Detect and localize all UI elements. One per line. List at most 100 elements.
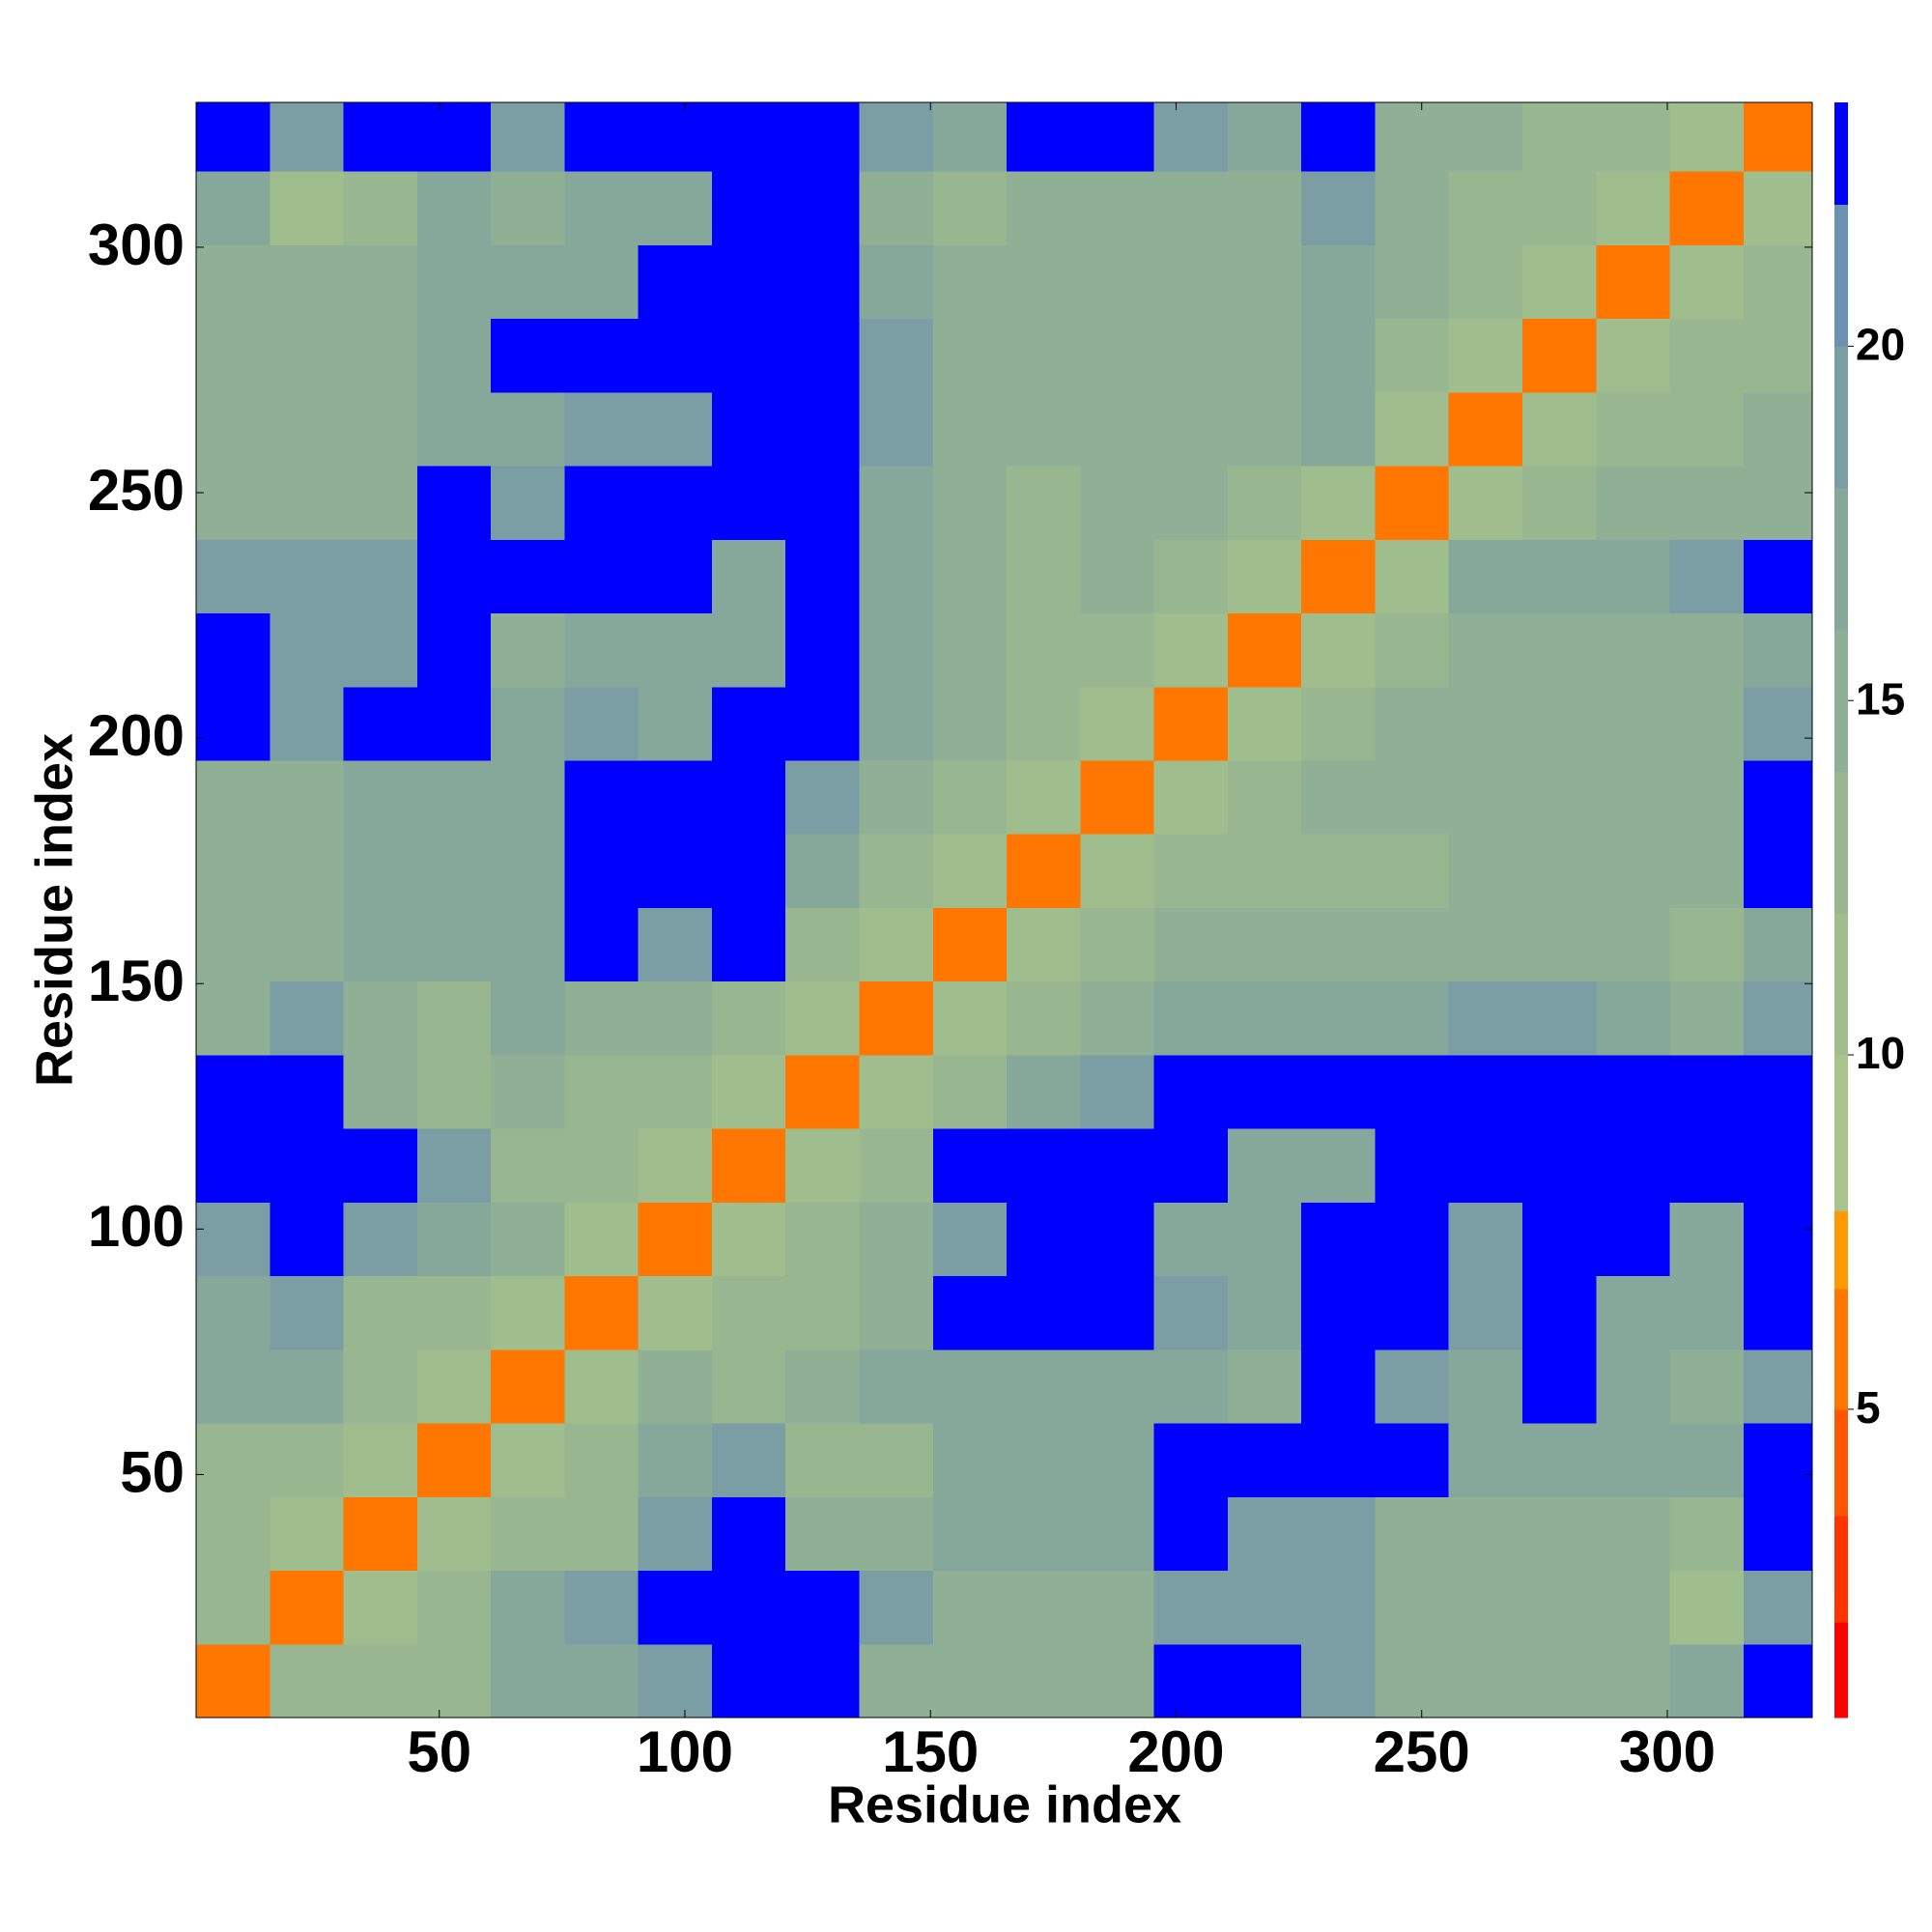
heatmap-cell — [564, 1275, 639, 1350]
heatmap-cell — [270, 759, 345, 835]
colorbar-tick-label: 5 — [1856, 1382, 1881, 1433]
heatmap-cell — [1743, 834, 1813, 908]
heatmap-cell — [859, 102, 934, 172]
heatmap-cell — [932, 834, 1008, 908]
heatmap-cell — [1596, 102, 1671, 172]
heatmap-cell — [1080, 102, 1155, 172]
heatmap-cell — [1743, 1128, 1813, 1203]
heatmap-cell — [1007, 1570, 1081, 1645]
heatmap-cell — [196, 539, 270, 614]
heatmap-cell — [343, 1643, 418, 1719]
heatmap-cell — [711, 244, 786, 320]
heatmap-cell — [1448, 834, 1523, 908]
colorbar-segment — [1834, 1621, 1848, 1719]
heatmap-cell — [1007, 686, 1081, 761]
heatmap-cell — [1375, 102, 1450, 172]
heatmap-cell — [1375, 1349, 1450, 1424]
heatmap-cell — [1448, 391, 1523, 467]
colorbar-tick-label: 10 — [1856, 1028, 1905, 1078]
heatmap-cell — [1596, 1054, 1671, 1129]
heatmap-cell — [1007, 834, 1081, 908]
heatmap-cell — [1153, 1275, 1229, 1350]
heatmap-cell — [1375, 1496, 1450, 1572]
heatmap-cell — [1301, 1054, 1376, 1129]
heatmap-cell — [785, 1349, 860, 1424]
heatmap-cell — [1596, 1202, 1671, 1277]
heatmap-cell — [859, 1202, 934, 1277]
heatmap-cell — [1448, 1202, 1523, 1277]
heatmap-cell — [1301, 980, 1376, 1056]
heatmap-cell — [1448, 1643, 1523, 1719]
heatmap-cell — [1375, 1275, 1450, 1350]
heatmap-cell — [491, 1496, 565, 1572]
heatmap-cell — [1596, 1423, 1671, 1497]
heatmap-cell — [491, 466, 565, 540]
heatmap-cell — [785, 1202, 860, 1277]
heatmap-cell — [711, 171, 786, 245]
heatmap-cell — [1596, 907, 1671, 982]
heatmap-cell — [270, 980, 345, 1056]
heatmap-cell — [1743, 612, 1813, 688]
heatmap-cell — [1007, 1496, 1081, 1572]
heatmap-cell — [564, 834, 639, 908]
heatmap-cell — [564, 391, 639, 467]
heatmap-cell — [1007, 539, 1081, 614]
heatmap-cell — [196, 391, 270, 467]
heatmap-cell — [1153, 834, 1229, 908]
heatmap-cell — [1301, 1496, 1376, 1572]
heatmap-cell — [1448, 539, 1523, 614]
heatmap-cell — [564, 980, 639, 1056]
heatmap-cell — [1669, 1202, 1745, 1277]
heatmap-cell — [1669, 171, 1745, 245]
heatmap-cell — [785, 759, 860, 835]
heatmap-cell — [343, 539, 418, 614]
heatmap-cell — [270, 1275, 345, 1350]
heatmap-cell — [1448, 759, 1523, 835]
x-axis-label: Residue index — [828, 1776, 1181, 1833]
heatmap-cell — [1521, 466, 1597, 540]
heatmap-cell — [270, 1423, 345, 1497]
heatmap-cell — [564, 539, 639, 614]
heatmap-cell — [343, 686, 418, 761]
heatmap-cell — [932, 759, 1008, 835]
heatmap-cell — [1375, 244, 1450, 320]
heatmap-cell — [1448, 171, 1523, 245]
heatmap-cell — [1080, 244, 1155, 320]
heatmap-cell — [343, 1128, 418, 1203]
heatmap-cell — [564, 171, 639, 245]
heatmap-cell — [638, 244, 713, 320]
heatmap-cell — [196, 980, 270, 1056]
heatmap-cell — [1448, 612, 1523, 688]
heatmap-cell — [1007, 1128, 1081, 1203]
heatmap-cell — [1669, 1275, 1745, 1350]
heatmap-cell — [1669, 759, 1745, 835]
heatmap-cell — [932, 466, 1008, 540]
heatmap-cell — [1007, 612, 1081, 688]
heatmap-cell — [1080, 1643, 1155, 1719]
heatmap-cell — [1669, 1423, 1745, 1497]
heatmap-cell — [1743, 759, 1813, 835]
heatmap-cell — [343, 980, 418, 1056]
heatmap-cell — [859, 466, 934, 540]
heatmap-cell — [1596, 1349, 1671, 1424]
heatmap-cell — [343, 391, 418, 467]
heatmap-cell — [416, 539, 492, 614]
heatmap-cell — [1153, 102, 1229, 172]
heatmap-cell — [491, 759, 565, 835]
heatmap-cell — [932, 171, 1008, 245]
heatmap-cell — [196, 759, 270, 835]
heatmap-cell — [1375, 171, 1450, 245]
heatmap-cell — [270, 466, 345, 540]
heatmap-cell — [491, 318, 565, 393]
heatmap-cell — [711, 539, 786, 614]
heatmap-cell — [1743, 1570, 1813, 1645]
heatmap-cell — [1153, 1202, 1229, 1277]
heatmap-cell — [1448, 1275, 1523, 1350]
heatmap-cell — [343, 102, 418, 172]
heatmap-cell — [1521, 612, 1597, 688]
heatmap-cell — [1521, 907, 1597, 982]
heatmap-cell — [196, 612, 270, 688]
heatmap-cell — [416, 612, 492, 688]
heatmap-cell — [1080, 391, 1155, 467]
heatmap-cell — [491, 391, 565, 467]
